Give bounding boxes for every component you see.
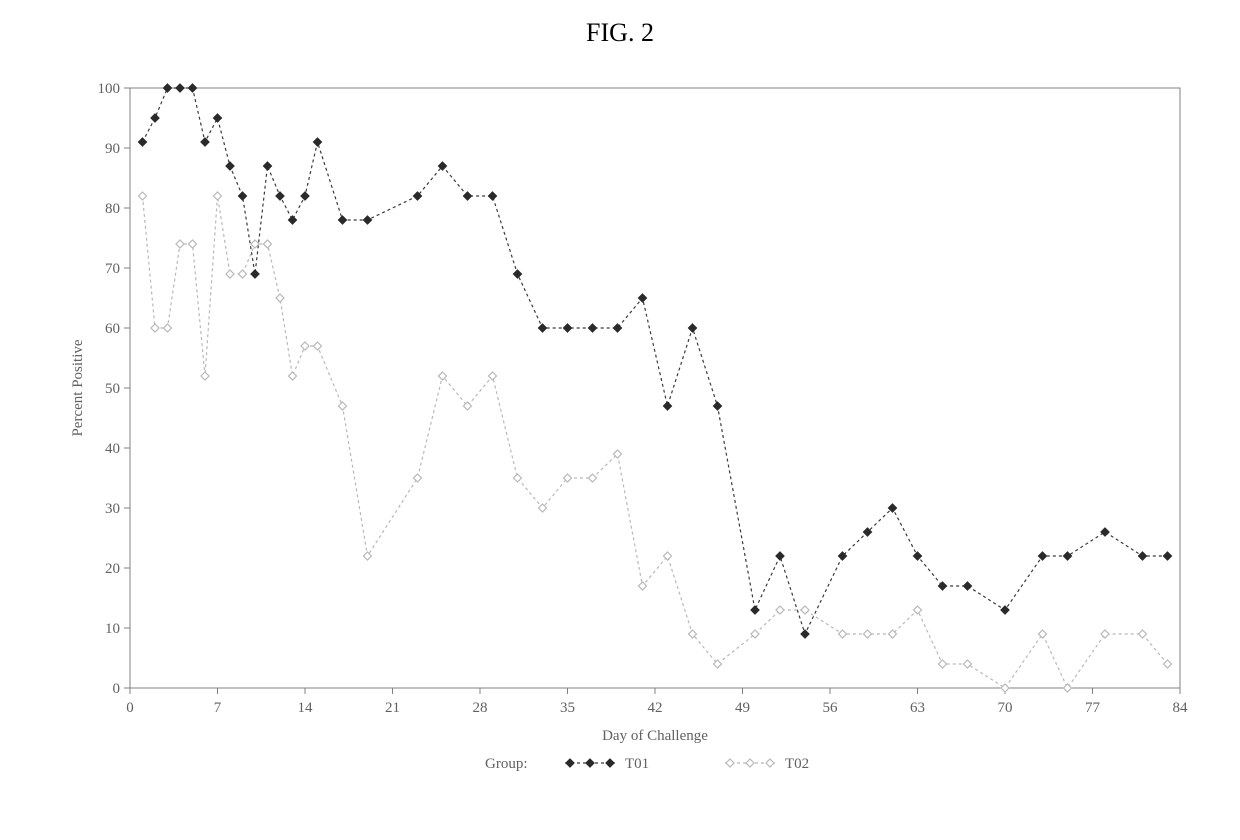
chart-container: 0 10 20 30 40 50 60 70 80 90 100 0 7 14 21 28 35 42 49 56 63… bbox=[60, 78, 1200, 798]
svg-text:7: 7 bbox=[214, 700, 222, 716]
svg-text:63: 63 bbox=[910, 700, 925, 716]
svg-text:Percent Positive: Percent Positive bbox=[70, 339, 86, 436]
svg-text:10: 10 bbox=[105, 621, 120, 637]
svg-text:T01: T01 bbox=[625, 756, 649, 772]
svg-text:Group:: Group: bbox=[485, 756, 528, 772]
svg-text:77: 77 bbox=[1085, 700, 1101, 716]
svg-text:14: 14 bbox=[298, 700, 314, 716]
line-chart: 0 10 20 30 40 50 60 70 80 90 100 0 7 14 21 28 35 42 49 56 63… bbox=[60, 78, 1200, 798]
svg-text:35: 35 bbox=[560, 700, 575, 716]
svg-text:90: 90 bbox=[105, 141, 120, 157]
page: FIG. 2 0 10 20 30 40 50 60 70 80 90 100 0 7 14 21 28 35 4… bbox=[0, 0, 1240, 840]
svg-text:100: 100 bbox=[98, 81, 121, 97]
figure-title: FIG. 2 bbox=[0, 18, 1240, 48]
svg-text:50: 50 bbox=[105, 381, 120, 397]
svg-text:70: 70 bbox=[998, 700, 1013, 716]
svg-text:40: 40 bbox=[105, 441, 120, 457]
svg-text:49: 49 bbox=[735, 700, 750, 716]
svg-text:21: 21 bbox=[385, 700, 400, 716]
svg-text:T02: T02 bbox=[785, 756, 809, 772]
svg-text:80: 80 bbox=[105, 201, 120, 217]
svg-text:70: 70 bbox=[105, 261, 120, 277]
svg-text:30: 30 bbox=[105, 501, 120, 517]
svg-text:84: 84 bbox=[1173, 700, 1189, 716]
svg-text:20: 20 bbox=[105, 561, 120, 577]
svg-text:0: 0 bbox=[113, 681, 121, 697]
svg-text:28: 28 bbox=[473, 700, 488, 716]
svg-text:56: 56 bbox=[823, 700, 839, 716]
svg-text:0: 0 bbox=[126, 700, 134, 716]
svg-text:60: 60 bbox=[105, 321, 120, 337]
svg-text:Day of Challenge: Day of Challenge bbox=[602, 728, 708, 744]
svg-text:42: 42 bbox=[648, 700, 663, 716]
